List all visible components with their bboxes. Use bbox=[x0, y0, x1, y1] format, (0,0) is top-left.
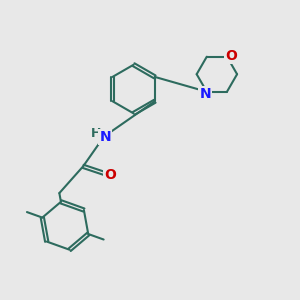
Text: N: N bbox=[200, 87, 211, 101]
Text: H: H bbox=[90, 127, 101, 140]
Text: O: O bbox=[225, 49, 237, 62]
Text: O: O bbox=[104, 168, 116, 182]
Text: N: N bbox=[100, 130, 111, 144]
